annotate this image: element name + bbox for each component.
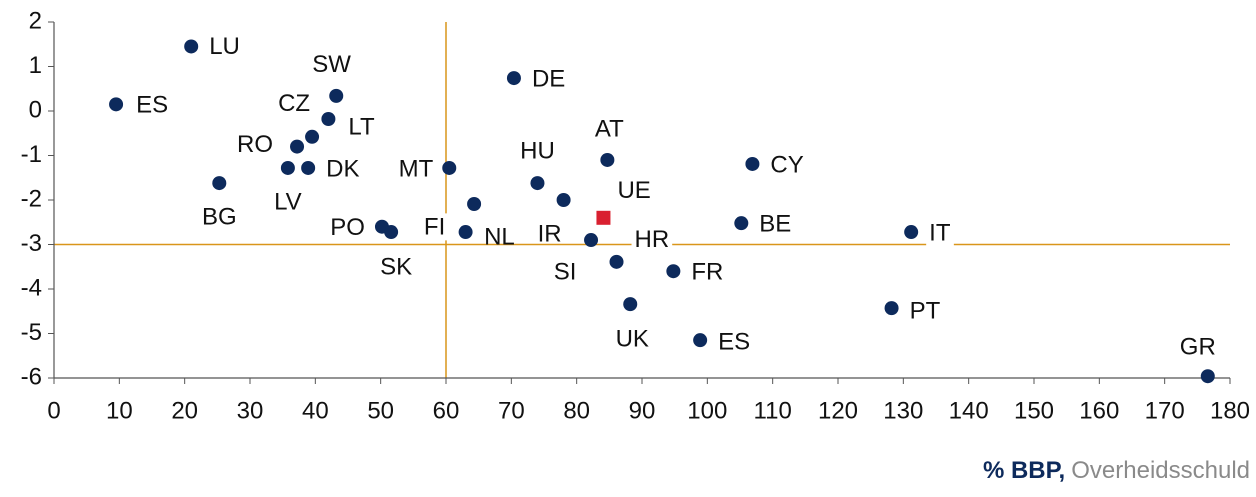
x-tick-label: 50 [367,397,394,424]
x-tick-label: 80 [563,397,590,424]
point-label: ES [718,329,750,356]
x-tick-label: 150 [1014,397,1054,424]
point [584,233,599,248]
point-label: HR [635,226,670,253]
y-tick-label: -6 [21,363,42,390]
x-tick-label: 0 [47,397,60,424]
point [329,88,344,103]
point [212,176,227,191]
point [556,193,571,207]
x-tick-label: 20 [171,397,198,424]
point-label: IT [929,219,951,246]
point-label: CY [770,151,803,178]
point-label: NL [484,223,515,250]
point [734,216,749,231]
y-tick-label: 0 [29,96,42,123]
point-label: AT [595,115,624,142]
point [442,160,457,175]
y-tick-label: -4 [21,274,42,301]
point [666,264,681,279]
point [458,225,473,240]
point-label: SW [312,51,351,78]
point-label: ES [136,92,168,119]
point [596,210,611,225]
point [184,39,199,54]
point [109,97,124,112]
point [467,197,482,212]
point [884,301,899,316]
point-label: SI [554,258,577,285]
x-tick-label: 100 [687,397,727,424]
point-label: PO [330,214,365,241]
label-background [420,213,449,241]
point-label: RO [237,131,273,158]
x-tick-label: 180 [1210,397,1250,424]
point [600,152,615,167]
point [290,139,305,154]
point-label: MT [399,155,434,182]
point [623,297,638,312]
y-tick-label: -5 [21,319,42,346]
y-tick-label: -3 [21,230,42,257]
point-label: BE [759,210,791,237]
x-axis-label: % BBP, Overheidsschuld [983,457,1250,484]
point-label: CZ [278,90,310,117]
x-tick-label: 90 [629,397,656,424]
label-background [926,219,954,247]
point-label: HU [520,137,555,164]
x-tick-label: 30 [237,397,264,424]
x-tick-label: 120 [818,397,858,424]
label-background [631,226,673,254]
point [693,333,708,348]
point [280,160,295,175]
x-tick-label: 110 [754,397,792,424]
point-label: BG [202,203,237,230]
point-label: LU [209,33,240,60]
x-tick-label: 130 [883,397,923,424]
point [745,156,760,171]
point-label: DE [532,65,565,92]
point-label: FR [691,259,723,286]
point [321,112,336,127]
point-label: UK [616,325,649,352]
point [904,225,919,240]
point-label: DK [326,155,359,182]
x-tick-label: 60 [433,397,460,424]
x-tick-label: 40 [302,397,329,424]
point [506,71,521,86]
y-tick-label: 1 [29,52,42,79]
x-tick-label: 70 [498,397,525,424]
point [530,176,545,191]
y-tick-label: -2 [21,185,42,212]
point-label: FI [424,213,445,240]
x-tick-label: 170 [1145,397,1185,424]
point [384,225,399,240]
y-tick-label: -1 [21,141,42,168]
point-label: SK [380,253,412,280]
x-axis-title: Overheidsschuld [1071,457,1250,484]
point [609,254,624,269]
x-tick-label: 10 [106,397,133,424]
y-tick-label: 2 [29,7,42,34]
x-axis-unit: % BBP, [983,457,1065,484]
point [305,129,320,144]
point [1200,369,1215,384]
point-label: LT [348,113,375,140]
point-label: GR [1180,334,1216,361]
point-label: IR [538,220,562,247]
x-tick-label: 140 [949,397,989,424]
point-label: UE [617,177,650,204]
point [301,160,316,175]
point-label: LV [274,188,302,215]
point-label: PT [910,297,941,324]
x-tick-label: 160 [1079,397,1119,424]
